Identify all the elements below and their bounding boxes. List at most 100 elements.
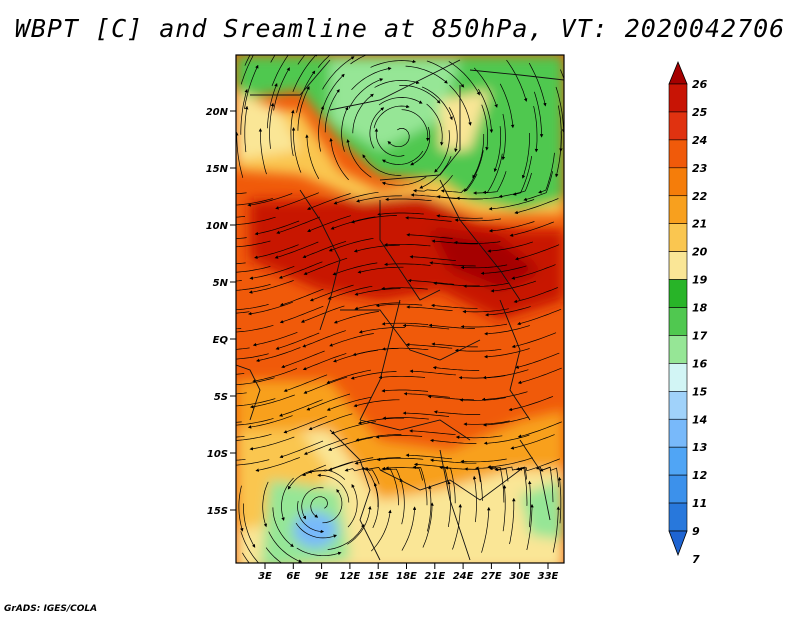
streamline xyxy=(307,215,351,233)
colorbar-label: 18 xyxy=(692,302,708,315)
streamline xyxy=(326,396,372,411)
streamline xyxy=(381,176,427,186)
streamline xyxy=(249,265,295,280)
streamline xyxy=(382,416,429,420)
streamline xyxy=(236,266,271,273)
streamline xyxy=(493,126,502,173)
streamline xyxy=(499,83,515,129)
streamline xyxy=(350,55,367,65)
streamline xyxy=(464,467,483,501)
streamline xyxy=(236,435,245,438)
streamline xyxy=(462,308,509,314)
colorbar-label: 26 xyxy=(692,78,708,91)
streamline xyxy=(236,459,270,466)
streamline xyxy=(487,241,534,253)
streamline xyxy=(456,196,503,201)
streamline xyxy=(255,457,301,472)
streamline xyxy=(258,128,267,175)
streamline xyxy=(484,325,530,336)
streamline xyxy=(510,434,555,450)
streamline xyxy=(454,348,502,353)
streamline xyxy=(514,198,559,215)
streamline xyxy=(318,105,325,152)
streamline xyxy=(272,507,294,548)
streamline xyxy=(431,303,478,309)
colorbar-box xyxy=(668,83,688,113)
streamline xyxy=(427,394,475,401)
streamline xyxy=(381,150,424,165)
streamline xyxy=(236,240,271,248)
streamline xyxy=(409,255,456,261)
streamline xyxy=(460,264,508,270)
streamline xyxy=(440,173,478,193)
streamline xyxy=(453,240,501,245)
streamline xyxy=(273,67,290,111)
streamline xyxy=(412,465,428,506)
streamline xyxy=(539,466,554,503)
streamline xyxy=(303,376,348,394)
colorbar-box xyxy=(668,251,688,280)
streamline xyxy=(328,237,374,252)
streamline xyxy=(515,244,560,261)
streamline xyxy=(271,55,289,87)
streamline xyxy=(460,323,508,329)
colorbar-box xyxy=(668,418,688,448)
streamline xyxy=(300,305,345,323)
streamline xyxy=(247,193,293,207)
streamline xyxy=(374,79,420,88)
streamline xyxy=(357,266,404,274)
streamline xyxy=(275,192,319,210)
streamline xyxy=(301,487,324,520)
streamline xyxy=(236,237,247,240)
streamline xyxy=(426,103,444,146)
streamline xyxy=(472,134,485,179)
streamline xyxy=(279,305,324,324)
streamline xyxy=(463,150,484,192)
streamline xyxy=(236,324,274,333)
streamline xyxy=(436,214,483,219)
streamline xyxy=(347,505,372,545)
streamline xyxy=(236,216,276,225)
streamline xyxy=(538,152,555,194)
streamline xyxy=(244,64,259,110)
streamline xyxy=(297,500,325,534)
streamline xyxy=(236,311,250,314)
streamline xyxy=(351,215,397,224)
streamline xyxy=(341,106,349,152)
colorbar-box xyxy=(668,474,688,504)
streamline xyxy=(490,280,537,293)
streamline xyxy=(329,333,374,347)
streamline xyxy=(428,323,475,329)
lon-label: 6E xyxy=(286,571,300,582)
streamline xyxy=(331,421,376,435)
streamline xyxy=(236,353,269,360)
streamline xyxy=(327,523,365,550)
streamline xyxy=(399,478,405,525)
colorbar-box xyxy=(668,139,688,169)
latitude-labels: 20N 15N 10N 5N EQ 5S 10S 15S xyxy=(206,107,236,517)
lat-label: 20N xyxy=(206,107,229,118)
streamline xyxy=(412,174,453,193)
streamline xyxy=(432,366,480,371)
streamline xyxy=(244,55,251,66)
streamline xyxy=(517,367,562,385)
streamline xyxy=(275,332,320,350)
colorbar-box xyxy=(668,363,688,392)
streamline xyxy=(387,128,410,148)
streamline xyxy=(352,93,374,134)
streamline xyxy=(512,156,532,196)
streamline xyxy=(279,288,324,307)
lat-label: 10N xyxy=(206,221,229,232)
streamline xyxy=(302,240,347,259)
colorbar: 26 25 24 23 22 21 20 19 18 17 16 15 14 13 12 11 9 7 xyxy=(668,60,708,566)
colorbar-label: 19 xyxy=(692,274,708,287)
streamline xyxy=(429,261,476,267)
colorbar-label: 14 xyxy=(692,413,707,426)
streamline xyxy=(322,488,343,524)
streamline xyxy=(236,284,271,291)
country-borders xyxy=(236,59,564,561)
streamline xyxy=(362,154,402,176)
streamline xyxy=(281,477,294,521)
streamline xyxy=(292,55,318,93)
streamline xyxy=(385,197,432,202)
